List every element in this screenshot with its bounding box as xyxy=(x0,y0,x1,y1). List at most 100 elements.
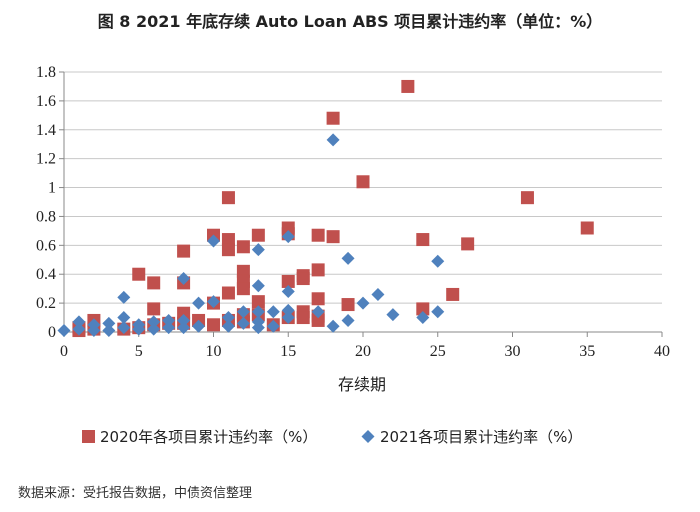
y-tick-label: 1.4 xyxy=(36,122,56,139)
point-2021 xyxy=(251,243,265,257)
point-2021 xyxy=(147,322,161,336)
point-2020 xyxy=(580,221,594,235)
y-tick-label: 0 xyxy=(48,324,56,341)
point-2020 xyxy=(177,244,191,258)
y-tick-labels: 0 0.2 0.4 0.6 0.8 1 1.2 1.4 1.6 1.8 xyxy=(36,64,56,341)
x-tick-label: 5 xyxy=(135,343,143,360)
y-tick-label: 1.2 xyxy=(36,151,56,168)
point-2020 xyxy=(236,282,250,296)
y-tick-label: 0.2 xyxy=(36,295,56,312)
point-2020 xyxy=(251,295,265,309)
x-tick-label: 25 xyxy=(430,343,446,360)
point-2020 xyxy=(221,191,235,205)
point-2021 xyxy=(251,305,265,319)
point-2021 xyxy=(326,319,340,333)
point-2020 xyxy=(221,286,235,300)
point-2021 xyxy=(281,230,295,244)
point-2020 xyxy=(356,175,370,189)
point-2020 xyxy=(147,276,161,290)
y-tick-label: 1 xyxy=(48,180,56,197)
point-2020 xyxy=(147,302,161,316)
point-2021 xyxy=(177,313,191,327)
point-2020 xyxy=(281,274,295,288)
point-2020 xyxy=(401,79,415,93)
point-2021 xyxy=(236,305,250,319)
point-2020 xyxy=(446,287,460,301)
point-2021 xyxy=(177,272,191,286)
point-2021 xyxy=(192,296,206,310)
point-2020 xyxy=(207,318,220,332)
point-2021 xyxy=(72,322,86,336)
point-2021 xyxy=(117,290,131,304)
point-2020 xyxy=(132,267,146,281)
point-2021 xyxy=(251,321,265,335)
point-2021 xyxy=(72,315,86,329)
x-tick-label: 10 xyxy=(206,343,222,360)
point-2020 xyxy=(221,243,235,257)
point-2021 xyxy=(102,324,116,338)
point-2021 xyxy=(416,311,430,325)
point-2020 xyxy=(311,228,325,242)
point-2021 xyxy=(266,305,280,319)
legend-marker-2020 xyxy=(82,430,95,443)
point-2021 xyxy=(207,295,220,309)
point-2021 xyxy=(251,279,265,293)
point-2021 xyxy=(147,315,161,329)
point-2021 xyxy=(341,313,355,327)
point-2020 xyxy=(296,272,310,286)
point-2021 xyxy=(102,316,116,330)
x-tick-label: 30 xyxy=(505,343,521,360)
y-tick-label: 0.4 xyxy=(36,266,56,283)
point-2020 xyxy=(461,237,475,251)
x-tick-label: 15 xyxy=(280,343,296,360)
x-tick-label: 40 xyxy=(654,343,670,360)
point-2021 xyxy=(221,311,235,325)
point-2020 xyxy=(520,191,534,205)
point-2020 xyxy=(311,263,325,277)
point-2020 xyxy=(177,306,191,320)
point-2020 xyxy=(236,240,250,254)
point-2021 xyxy=(281,303,295,317)
point-2021 xyxy=(281,311,295,325)
legend-label-2021: 2021各项目累计违约率（%） xyxy=(380,428,582,446)
point-2021 xyxy=(207,234,220,248)
point-2021 xyxy=(356,296,370,310)
y-tick-label: 1.6 xyxy=(36,93,56,110)
y-tick-label: 1.8 xyxy=(36,64,56,81)
x-tick-label: 20 xyxy=(355,343,371,360)
point-2020 xyxy=(251,228,265,242)
point-2020 xyxy=(416,302,430,316)
point-2021 xyxy=(162,321,176,335)
point-2020 xyxy=(311,292,325,306)
x-tick-label: 35 xyxy=(579,343,595,360)
point-2020 xyxy=(326,111,340,125)
point-2020 xyxy=(296,311,310,325)
chart-title: 图 8 2021 年底存续 Auto Loan ABS 项目累计违约率（单位：%… xyxy=(98,12,603,31)
point-2021 xyxy=(192,319,206,333)
point-2021 xyxy=(431,305,445,319)
x-axis-label: 存续期 xyxy=(338,375,386,394)
y-tick-label: 0.6 xyxy=(36,237,56,254)
legend-label-2020: 2020年各项目累计违约率（%） xyxy=(100,428,317,446)
point-2021 xyxy=(326,133,340,147)
x-tick-labels: 0 5 10 15 20 25 30 35 40 xyxy=(60,343,670,360)
point-2021 xyxy=(87,324,101,338)
point-2021 xyxy=(117,321,131,335)
source-note: 数据来源：受托报告数据，中债资信整理 xyxy=(18,486,252,501)
y-tick-label: 0.8 xyxy=(36,208,56,225)
point-2020 xyxy=(326,230,340,244)
point-2021 xyxy=(236,316,250,330)
point-2021 xyxy=(177,321,191,335)
x-tick-label: 0 xyxy=(60,343,68,360)
gridlines xyxy=(59,71,662,333)
point-2021 xyxy=(281,285,295,299)
point-2021 xyxy=(431,254,445,268)
point-2020 xyxy=(236,264,250,278)
point-2021 xyxy=(221,319,235,333)
point-2021 xyxy=(341,251,355,265)
legend: 2020年各项目累计违约率（%） 2021各项目累计违约率（%） xyxy=(82,428,582,446)
legend-marker-2021 xyxy=(361,430,375,443)
point-2021 xyxy=(162,313,176,327)
